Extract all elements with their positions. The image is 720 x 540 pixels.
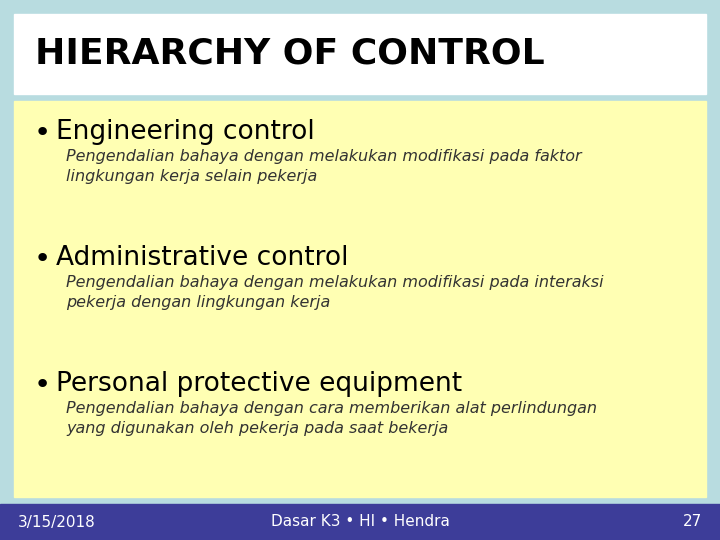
Text: Administrative control: Administrative control — [56, 245, 348, 271]
Text: 27: 27 — [683, 515, 702, 530]
Bar — [14, 101, 706, 497]
Text: Engineering control: Engineering control — [56, 119, 315, 145]
Text: Pengendalian bahaya dengan melakukan modifikasi pada faktor
lingkungan kerja sel: Pengendalian bahaya dengan melakukan mod… — [66, 149, 582, 184]
Text: •: • — [34, 245, 51, 273]
Text: HIERARCHY OF CONTROL: HIERARCHY OF CONTROL — [35, 37, 544, 71]
Text: Pengendalian bahaya dengan melakukan modifikasi pada interaksi
pekerja dengan li: Pengendalian bahaya dengan melakukan mod… — [66, 275, 603, 310]
Text: 3/15/2018: 3/15/2018 — [18, 515, 96, 530]
Text: Personal protective equipment: Personal protective equipment — [56, 371, 462, 397]
Text: •: • — [34, 119, 51, 147]
Text: •: • — [34, 371, 51, 399]
Bar — [0, 504, 720, 540]
Text: Dasar K3 • HI • Hendra: Dasar K3 • HI • Hendra — [271, 515, 449, 530]
Text: Pengendalian bahaya dengan cara memberikan alat perlindungan
yang digunakan oleh: Pengendalian bahaya dengan cara memberik… — [66, 401, 597, 436]
Bar — [14, 14, 706, 94]
